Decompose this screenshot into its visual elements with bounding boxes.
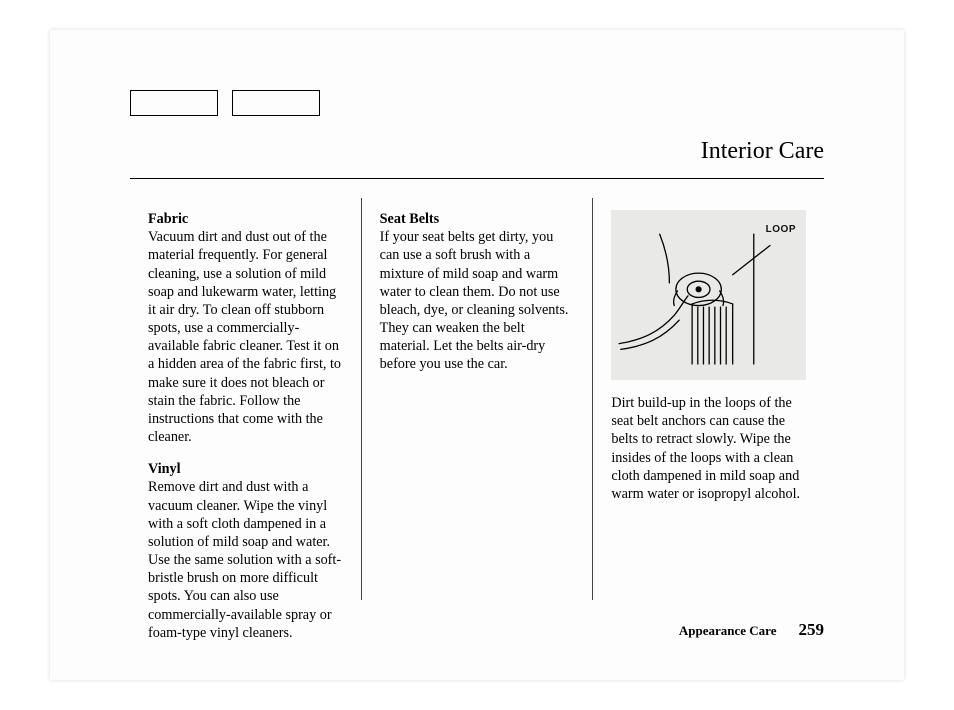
footer-section-label: Appearance Care [679, 623, 777, 639]
nav-prev-button[interactable] [130, 90, 218, 116]
fabric-block: Fabric Vacuum dirt and dust out of the m… [148, 210, 343, 446]
loop-label: LOOP [766, 224, 796, 237]
page-title: Interior Care [701, 138, 824, 165]
seatbelts-heading: Seat Belts [380, 211, 440, 227]
nav-next-button[interactable] [232, 90, 320, 116]
vinyl-block: Vinyl Remove dirt and dust with a vacuum… [148, 460, 343, 642]
seatbelt-loop-figure: LOOP [611, 210, 806, 380]
seatbelts-body: If your seat belts get dirty, you can us… [380, 229, 569, 372]
page-footer: Appearance Care 259 [679, 620, 824, 640]
title-rule [130, 178, 824, 179]
vinyl-body: Remove dirt and dust with a vacuum clean… [148, 479, 341, 640]
column-3: LOOP Dirt build-up in the loops of the s… [592, 198, 824, 600]
column-1: Fabric Vacuum dirt and dust out of the m… [130, 198, 361, 600]
document-page: Interior Care Fabric Vacuum dirt and dus… [50, 30, 904, 680]
vinyl-heading: Vinyl [148, 461, 181, 477]
nav-buttons [130, 90, 320, 116]
footer-page-number: 259 [799, 620, 825, 640]
page-title-block: Interior Care [701, 138, 824, 165]
loop-body: Dirt build-up in the loops of the seat b… [611, 394, 806, 503]
column-2: Seat Belts If your seat belts get dirty,… [361, 198, 593, 600]
seatbelts-block: Seat Belts If your seat belts get dirty,… [380, 210, 575, 374]
fabric-body: Vacuum dirt and dust out of the material… [148, 229, 341, 445]
content-columns: Fabric Vacuum dirt and dust out of the m… [130, 198, 824, 600]
fabric-heading: Fabric [148, 211, 188, 227]
